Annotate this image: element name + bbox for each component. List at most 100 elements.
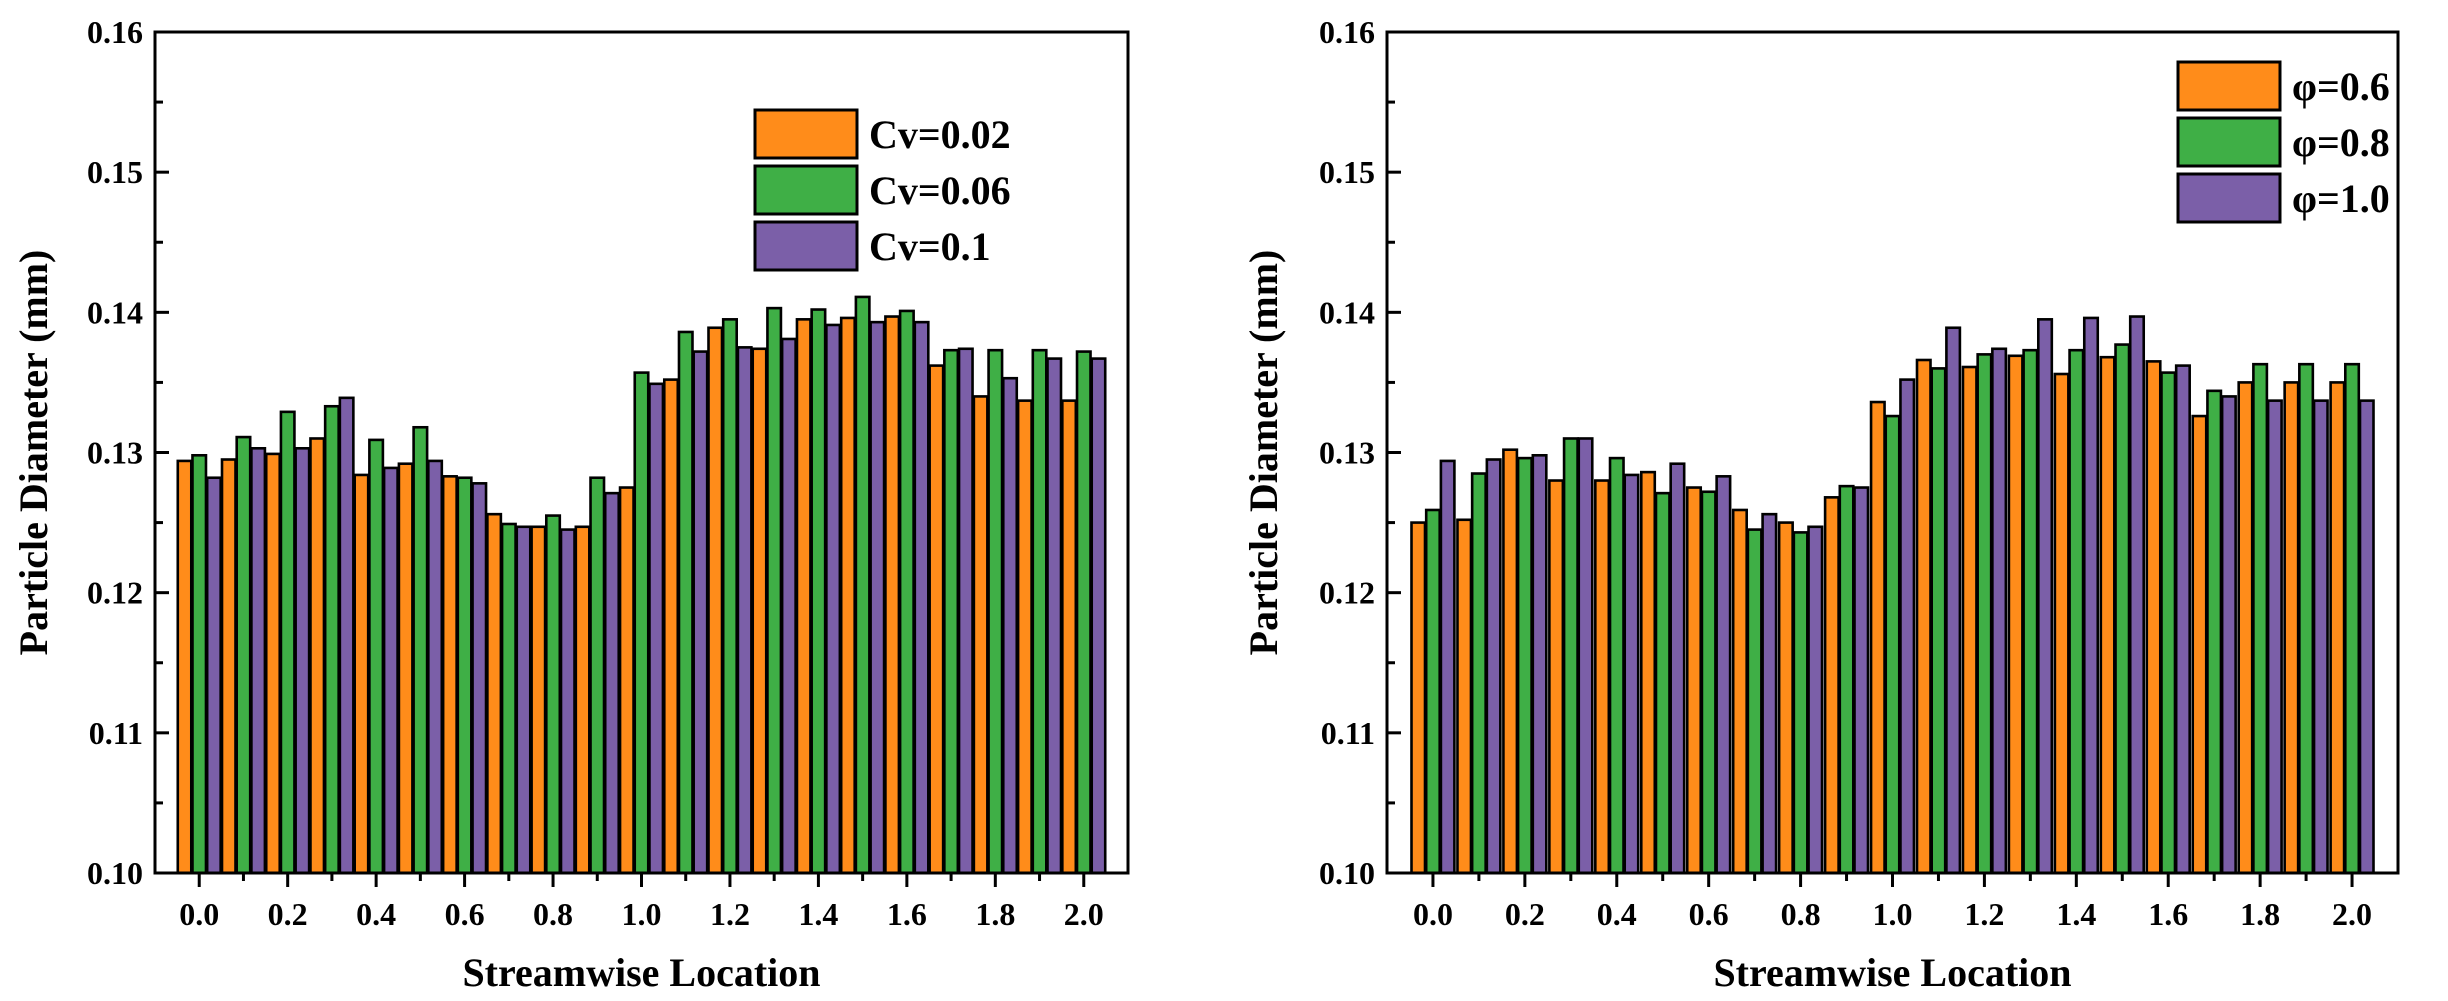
bar-1-0.3	[309, 437, 326, 875]
y-tick-label: 0.11	[89, 715, 143, 751]
y-tick-label: 0.10	[1319, 855, 1375, 891]
x-tick-label: 1.4	[2056, 896, 2096, 932]
x-tick-label: 1.8	[2240, 896, 2280, 932]
y-tick-label: 0.15	[87, 154, 143, 190]
x-tick-label: 1.2	[710, 896, 750, 932]
x-tick-label: 0.2	[1505, 896, 1545, 932]
bar-3-0.1	[1485, 458, 1502, 875]
legend-label: φ=0.6	[2292, 64, 2390, 109]
bar-2-1.8	[987, 348, 1004, 875]
bar-3-0.4	[382, 466, 399, 875]
bar-3-1.8	[2266, 399, 2283, 875]
right-chart-panel: 0.10 0.11 0.12 0.13 0.14 0.15 0.16 0.0 0.2 0.4 0.6…	[1241, 14, 2400, 995]
bar-3-1.2	[1991, 347, 2008, 875]
bar-2-0.8	[1792, 531, 1809, 875]
bar-3-0.5	[1669, 462, 1686, 875]
x-tick-label: 0.8	[1781, 896, 1821, 932]
bar-3-1.2	[736, 346, 753, 875]
bar-1-0.1	[220, 458, 237, 875]
x-tick-label: 0.0	[1413, 896, 1453, 932]
bar-1-1.9	[2283, 381, 2300, 875]
bar-2-0.8	[544, 514, 562, 875]
y-tick-label: 0.13	[87, 435, 143, 471]
bar-1-2.0	[2329, 381, 2346, 875]
y-tick-label: 0.16	[1319, 14, 1375, 50]
bar-3-1.9	[2312, 399, 2329, 875]
bar-3-0.1	[250, 446, 267, 875]
bar-1-1.7	[928, 364, 945, 875]
bar-1-1.1	[1915, 358, 1932, 875]
bar-3-1.7	[2220, 395, 2237, 875]
y-tick-label: 0.14	[87, 294, 143, 330]
bar-3-2.0	[2358, 399, 2375, 875]
bar-2-0.2	[1516, 456, 1533, 875]
bar-1-1.7	[2191, 414, 2208, 875]
x-tick-label: 1.0	[622, 896, 662, 932]
bar-3-2.0	[1090, 357, 1107, 875]
x-tick-label: 0.6	[445, 896, 485, 932]
bar-2-0.5	[1654, 491, 1671, 875]
legend: Cv=0.02 Cv=0.06 Cv=0.1	[753, 108, 1011, 272]
y-tick-label: 0.10	[87, 855, 143, 891]
y-tick-label: 0.15	[1319, 154, 1375, 190]
legend-swatch	[753, 164, 859, 216]
legend-swatch	[2176, 60, 2282, 112]
bar-2-1.4	[2068, 348, 2085, 875]
bar-2-0.6	[456, 476, 473, 875]
legend-label: φ=1.0	[2292, 176, 2390, 221]
left-chart-panel: 0.10 0.11 0.12 0.13 0.14 0.15 0.16 0.0 0.2 0.4 0.6…	[11, 14, 1130, 995]
bar-3-0.2	[1531, 453, 1548, 875]
bar-2-0.7	[1746, 528, 1763, 875]
bar-3-1.6	[2174, 364, 2191, 875]
bar-3-1.5	[869, 320, 886, 875]
bar-1-1.2	[1961, 365, 1978, 875]
bar-2-1.3	[766, 306, 783, 875]
bar-3-0.6	[471, 482, 488, 875]
x-tick-label: 0.4	[356, 896, 396, 932]
bar-1-0.2	[1502, 448, 1519, 875]
x-tick-label: 1.2	[1964, 896, 2004, 932]
bar-2-1.9	[1031, 348, 1048, 875]
bar-3-1.0	[648, 382, 665, 875]
bar-1-0.4	[353, 473, 370, 875]
x-tick-label: 0.4	[1597, 896, 1637, 932]
bar-2-1.7	[2206, 389, 2223, 875]
bar-1-0.3	[1548, 479, 1565, 875]
bar-2-0.3	[323, 404, 340, 875]
bar-3-0.0	[1439, 459, 1456, 875]
bar-2-0.4	[1608, 456, 1625, 875]
bar-1-0.7	[486, 512, 503, 875]
bar-2-1.2	[1976, 353, 1993, 875]
bar-2-0.5	[412, 425, 429, 875]
x-tick-label: 0.2	[268, 896, 308, 932]
x-tick-label: 1.8	[975, 896, 1015, 932]
bar-3-1.4	[2082, 316, 2100, 875]
bar-2-0.9	[589, 476, 606, 875]
bar-2-0.7	[500, 522, 517, 875]
y-axis-label: Particle Diameter (mm)	[11, 250, 56, 656]
bar-1-0.6	[441, 475, 458, 875]
bar-1-1.8	[972, 395, 989, 875]
bar-3-0.8	[559, 528, 576, 875]
bar-1-1.9	[1016, 399, 1033, 875]
bar-3-0.7	[515, 525, 532, 875]
y-tick-label: 0.12	[1319, 575, 1375, 611]
bar-1-1.5	[839, 316, 856, 875]
bar-1-0.4	[1594, 479, 1611, 875]
bar-1-2.0	[1061, 399, 1078, 875]
bar-3-1.3	[2037, 318, 2054, 875]
y-tick-label: 0.11	[1321, 715, 1375, 751]
bar-1-0.0	[176, 459, 193, 875]
bar-2-1.8	[2252, 362, 2269, 875]
bar-3-1.9	[1046, 357, 1063, 875]
bar-3-1.1	[1945, 326, 1962, 875]
x-tick-label: 1.6	[887, 896, 927, 932]
bar-3-1.6	[913, 320, 930, 875]
bar-2-0.1	[235, 435, 252, 875]
legend-label: φ=0.8	[2292, 120, 2390, 165]
bar-1-1.6	[2145, 360, 2162, 875]
bar-1-0.2	[264, 452, 282, 875]
bar-1-0.6	[1685, 486, 1703, 875]
bar-3-1.3	[780, 337, 797, 875]
